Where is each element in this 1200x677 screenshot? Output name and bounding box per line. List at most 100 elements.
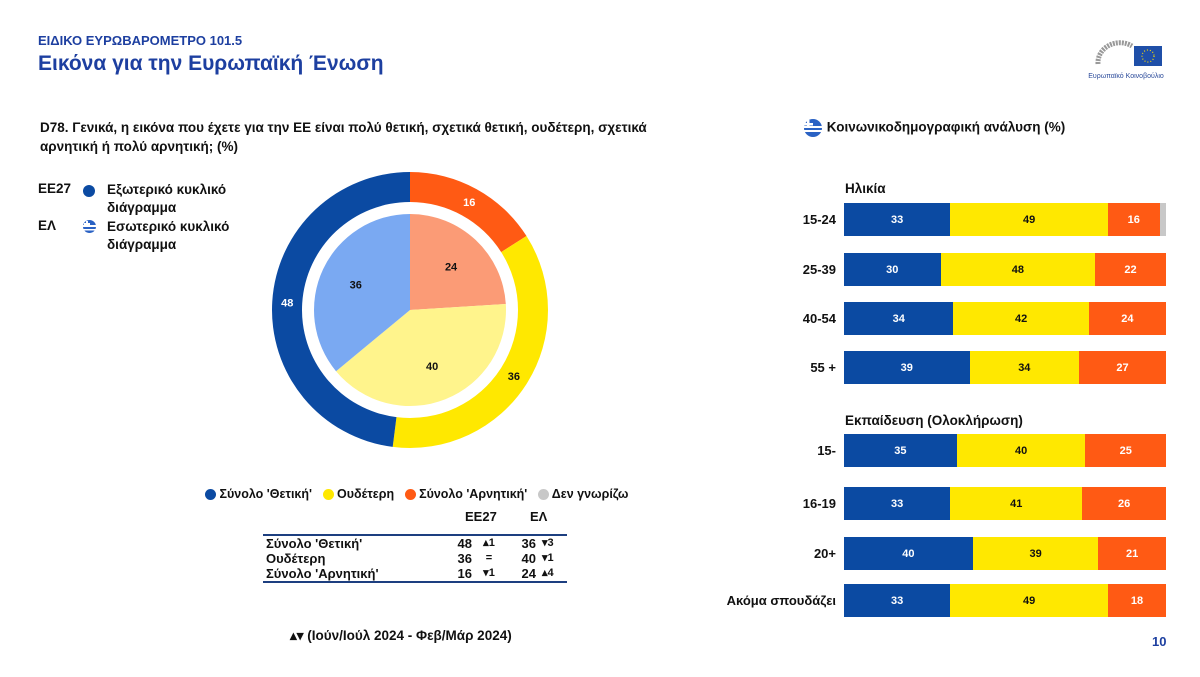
legend-neutral: Ουδέτερη [336, 487, 395, 501]
legend-text: Εσωτερικό κυκλικό διάγραμμα [107, 219, 230, 252]
negative-dot-icon [404, 489, 416, 501]
cell-el: 40 [521, 551, 536, 566]
table-header-eu27: ΕΕ27 [465, 509, 497, 524]
question-text: D78. Γενικά, η εικόνα που έχετε για την … [40, 120, 647, 154]
legend-negative: Σύνολο 'Αρνητική' [419, 487, 528, 501]
stacked-bar: 33 49 18 [844, 584, 1166, 617]
cell-eu: 36 [457, 551, 472, 566]
cell-eu_ch: = [485, 552, 493, 564]
row-label: 15-24 [802, 212, 836, 227]
bar-segment: 21 [1098, 537, 1166, 570]
bar-segment: 27 [1079, 351, 1166, 384]
eu-dot-icon [83, 185, 95, 198]
positive-dot-icon [205, 489, 216, 501]
row-label: 25-39 [802, 262, 836, 277]
row-label: Ακόμα σπουδάζει [726, 593, 836, 608]
bar-segment: 34 [844, 302, 954, 335]
bar-segment: 34 [969, 351, 1080, 384]
bar-segment: 42 [953, 302, 1089, 335]
outer-label-negative: 16 [463, 197, 475, 209]
cell-el_ch: ▾3 [542, 537, 554, 549]
neutral-dot-icon [322, 489, 334, 501]
table-row: Ουδέτερη 36 = 40 ▾1 [263, 551, 567, 566]
inner-slice-positive [314, 214, 410, 372]
cell-eu: 16 [457, 566, 472, 581]
bar-segment: 18 [1108, 584, 1166, 617]
outer-slice-neutral [392, 236, 548, 448]
ep-logo: Ευρωπαϊκό Κοινοβούλιο [1088, 36, 1164, 80]
page-number: 10 [1152, 634, 1167, 649]
cell-label: Ουδέτερη [266, 551, 326, 566]
bar-segment: 41 [950, 487, 1083, 520]
row-label: 55 + [810, 360, 836, 375]
logo-text: Ευρωπαϊκό Κοινοβούλιο [1088, 73, 1164, 80]
bar-segment: 33 [844, 584, 951, 617]
legend-eu27: ΕΕ27 [38, 181, 71, 196]
legend-dk: Δεν γνωρίζω [551, 487, 629, 501]
group-title: Ηλικία [845, 181, 886, 196]
donut-chart: 16 36 48 24 40 36 [271, 172, 548, 448]
cell-el: 24 [521, 566, 536, 581]
stacked-bar: 30 48 22 [844, 253, 1166, 286]
bar-segment [1159, 203, 1166, 236]
bar-segment: 35 [844, 434, 957, 467]
bar-segment: 40 [956, 434, 1086, 467]
page-title: Εικόνα για την Ευρωπαϊκή Ένωση [38, 52, 384, 75]
stacked-bar: 39 34 27 [844, 351, 1166, 384]
dk-dot-icon [537, 489, 549, 501]
bar-segment: 22 [1095, 253, 1166, 286]
stacked-bar: 33 49 16 [844, 203, 1166, 236]
legend-el: ΕΛ [38, 218, 56, 233]
group-title: Εκπαίδευση (Ολοκλήρωση) [845, 413, 1023, 428]
outer-label-neutral: 36 [508, 371, 520, 383]
table-row: Σύνολο 'Αρνητική' 16 ▾1 24 ▴4 [263, 566, 567, 582]
supertitle: ΕΙΔΙΚΟ ΕΥΡΩΒΑΡΟΜΕΤΡΟ 101.5 [38, 33, 243, 48]
bar-segment: 39 [972, 537, 1099, 570]
inner-label-negative: 24 [445, 261, 458, 273]
bar-segment: 33 [844, 487, 951, 520]
bar-segment: 25 [1085, 434, 1166, 467]
bar-segment: 39 [844, 351, 970, 384]
bar-segment: 49 [950, 203, 1109, 236]
footnote: ▴▾ (Ιούν/Ιούλ 2024 - Φεβ/Μάρ 2024) [290, 628, 512, 643]
legend-text: Εξωτερικό κυκλικό διάγραμμα [107, 182, 227, 215]
stacked-bar: 40 39 21 [844, 537, 1166, 570]
summary-table: Σύνολο 'Θετική' 48 ▴1 36 ▾3 Ουδέτερη 36 = 40 ▾1 Σύ… [263, 534, 567, 583]
cell-eu_ch: ▴1 [483, 537, 495, 549]
bar-segment: 26 [1082, 487, 1166, 520]
chart-legend: Σύνολο 'Θετική' Ουδέτερη Σύνολο 'Αρνητικ… [205, 487, 635, 501]
stacked-bar: 33 41 26 [844, 487, 1166, 520]
cell-el_ch: ▾1 [542, 552, 554, 564]
bar-segment: 16 [1108, 203, 1160, 236]
outer-slice-negative [410, 172, 527, 253]
inner-slice-neutral [336, 303, 506, 406]
legend-code: ΕΕ27 [38, 181, 72, 196]
legend-code: ΕΛ [38, 218, 57, 233]
row-label: 20+ [813, 546, 836, 561]
cell-el_ch: ▴4 [542, 567, 554, 579]
bar-segment: 30 [844, 253, 941, 286]
row-label: 15- [817, 443, 836, 458]
table-header-el: ΕΛ [530, 509, 548, 524]
greek-flag-icon [83, 220, 96, 238]
outer-slice-positive [271, 172, 410, 447]
cell-label: Σύνολο 'Αρνητική' [266, 566, 379, 581]
stacked-bar: 35 40 25 [844, 434, 1166, 467]
row-label: 16-19 [802, 496, 836, 511]
table-row: Σύνολο 'Θετική' 48 ▴1 36 ▾3 [263, 535, 567, 551]
inner-slice-negative [410, 214, 506, 310]
parliament-logo-icon [1095, 40, 1162, 66]
legend-positive: Σύνολο 'Θετική' [219, 487, 313, 501]
cell-el: 36 [521, 536, 536, 551]
cell-eu: 48 [457, 536, 472, 551]
cell-label: Σύνολο 'Θετική' [266, 536, 363, 551]
inner-label-positive: 36 [350, 279, 362, 291]
cell-eu_ch: ▾1 [483, 567, 495, 579]
stacked-bar: 34 42 24 [844, 302, 1166, 335]
inner-label-neutral: 40 [426, 361, 438, 373]
socio-title-text: Κοινωνικοδημογραφική ανάλυση (%) [826, 119, 1066, 135]
bar-segment: 24 [1088, 302, 1166, 335]
bar-segment: 48 [940, 253, 1096, 286]
greek-flag-icon [804, 119, 822, 137]
outer-label-positive: 48 [281, 297, 293, 309]
